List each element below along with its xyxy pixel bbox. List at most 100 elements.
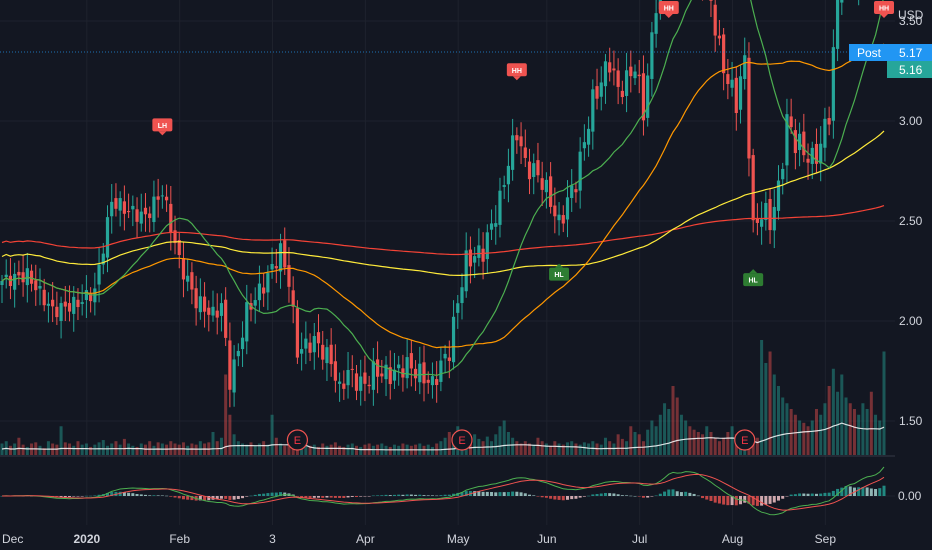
- candle-body: [253, 300, 257, 306]
- candle-body: [776, 180, 781, 211]
- macd-histogram-bar: [76, 496, 80, 497]
- macd-histogram-bar: [684, 491, 688, 496]
- macd-histogram-bar: [481, 491, 485, 496]
- volume-bar: [59, 426, 63, 455]
- volume-bar: [8, 445, 12, 455]
- candle-body: [380, 373, 384, 377]
- candle-body: [473, 256, 477, 263]
- macd-histogram-bar: [848, 486, 852, 496]
- time-tick-label: 3: [269, 532, 276, 546]
- macd-histogram-bar: [734, 496, 738, 506]
- macd-histogram-bar: [426, 495, 430, 496]
- volume-bar: [882, 351, 886, 455]
- volume-bar: [696, 432, 700, 455]
- macd-histogram-bar: [363, 496, 367, 497]
- macd-histogram-bar: [679, 492, 683, 496]
- volume-bar: [540, 441, 544, 455]
- price-axis[interactable]: [895, 0, 932, 550]
- candle-body: [717, 35, 722, 39]
- macd-histogram-bar: [376, 495, 380, 496]
- time-axis[interactable]: Dec 2020 Feb 3 Apr May Jun Jul Aug Sep: [2, 532, 836, 546]
- candle-body: [814, 143, 819, 164]
- volume-bar: [236, 441, 240, 455]
- volume-bar: [338, 445, 342, 455]
- candle-body: [274, 266, 278, 269]
- macd-histogram-bar: [798, 493, 802, 496]
- candle-body: [300, 349, 304, 354]
- candle-body: [228, 340, 232, 390]
- candle-body: [338, 381, 342, 384]
- macd-histogram-bar: [836, 488, 840, 496]
- candle-body: [388, 367, 392, 385]
- macd-histogram-bar: [861, 487, 865, 496]
- macd-histogram-bar: [350, 496, 354, 497]
- volume-bar: [21, 444, 25, 455]
- candle-body: [654, 13, 658, 34]
- candle-body: [84, 290, 89, 301]
- time-tick-label: Apr: [356, 532, 375, 546]
- candle-body: [561, 215, 565, 224]
- macd-histogram-bar: [329, 496, 333, 498]
- macd-histogram-bar: [93, 495, 97, 496]
- price-tick-label: 2.50: [899, 214, 923, 228]
- candle-body: [578, 151, 582, 191]
- volume-bar: [165, 444, 169, 455]
- pivot-markers: LH HH HL HH HL HH: [152, 1, 894, 287]
- macd-histogram-bar: [63, 496, 67, 498]
- candle-body: [363, 372, 367, 384]
- candle-body: [738, 76, 743, 110]
- volume-bar: [549, 445, 553, 455]
- candle-body: [722, 34, 726, 74]
- candle-body: [34, 280, 38, 291]
- candle-body: [105, 217, 110, 258]
- volume-bar: [722, 437, 726, 455]
- macd-histogram-bar: [249, 495, 253, 497]
- candle-body: [236, 350, 240, 357]
- candle-body: [418, 363, 422, 383]
- candle-body: [198, 296, 202, 313]
- ma200-line: [1, 205, 885, 256]
- volume-bar: [650, 420, 654, 455]
- macd-histogram-bar: [654, 495, 658, 497]
- macd-histogram-bar: [430, 495, 434, 496]
- candle-body: [312, 336, 316, 353]
- candle-body: [110, 201, 114, 217]
- macd-histogram-bar: [68, 496, 72, 497]
- volume-bar: [679, 414, 683, 455]
- post-price-tag: Post 5.17: [849, 44, 932, 61]
- candle-body: [755, 218, 759, 223]
- volume-bar: [620, 438, 624, 455]
- macd-histogram-bar: [89, 495, 93, 497]
- macd-histogram-bar: [321, 496, 325, 498]
- volume-bar: [38, 445, 42, 455]
- macd-histogram-bar: [726, 496, 730, 506]
- macd-histogram-bar: [633, 495, 637, 497]
- candle-body: [278, 243, 283, 272]
- macd-histogram-bar: [536, 496, 540, 497]
- candle-body: [624, 70, 629, 96]
- volume-bar: [616, 434, 620, 455]
- macd-histogram-bar: [616, 494, 620, 496]
- candle-body: [527, 161, 532, 180]
- earnings-marker-label: E: [458, 435, 465, 447]
- candle-body: [553, 205, 557, 217]
- macd-histogram-bar: [156, 495, 160, 496]
- candle-body: [392, 369, 397, 381]
- candle-body: [135, 209, 139, 222]
- candle-body: [401, 368, 405, 378]
- candle-body: [325, 347, 329, 364]
- volume-bar: [498, 426, 502, 455]
- volume-bar: [528, 443, 532, 455]
- macd-histogram-bar: [810, 493, 814, 496]
- volume-bar: [772, 374, 776, 455]
- macd-histogram-bar: [266, 493, 270, 496]
- candle-body: [118, 198, 122, 211]
- candle-body: [160, 195, 164, 197]
- volume-bar: [570, 441, 574, 455]
- candle-body: [806, 158, 810, 163]
- macd-histogram-bar: [709, 496, 713, 502]
- macd-histogram-bar: [312, 496, 316, 498]
- volume-bar: [354, 445, 358, 455]
